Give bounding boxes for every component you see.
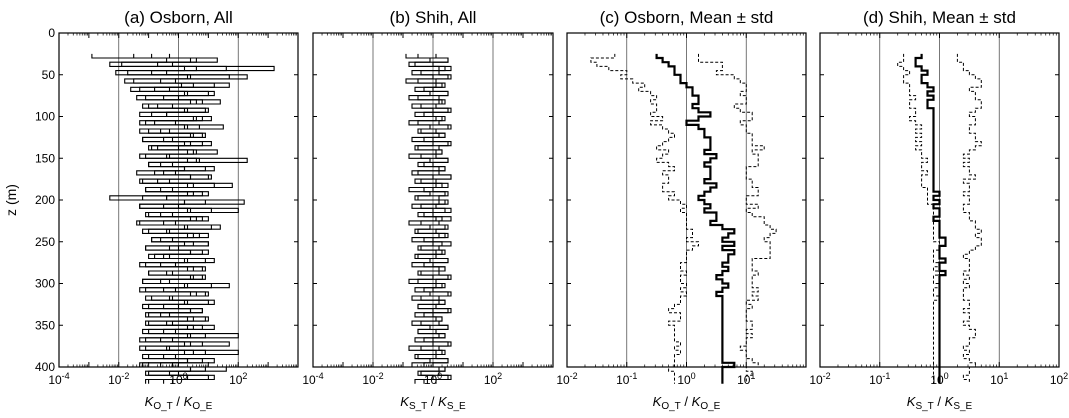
panel-3: (c) Osborn, Mean ± std 10-2 10-1 100 101 KO_T…	[556, 8, 807, 412]
x-axis-label: KS_T / KS_E	[400, 394, 466, 412]
x-tick-label: 102	[484, 371, 502, 387]
panel-title: (b) Shih, All	[390, 8, 477, 27]
series-line-2	[109, 53, 275, 384]
x-axis-label: KO_T / KO_E	[145, 394, 213, 412]
x-tick-label: 10-4	[48, 371, 69, 387]
y-tick-label: 350	[35, 318, 55, 332]
series-line-2	[590, 53, 699, 384]
x-tick-label: 100	[930, 371, 948, 387]
x-tick-label: 102	[1050, 371, 1068, 387]
series-line-2	[414, 53, 440, 384]
y-tick-label: 50	[42, 68, 56, 82]
series-line-3	[432, 53, 452, 384]
panel-4: (d) Shih, Mean ± std 10-2 10-1 100 101 102 KS_…	[809, 8, 1068, 412]
y-tick-label: 0	[48, 26, 55, 40]
y-tick-label: 400	[35, 360, 55, 374]
series-line-2	[897, 53, 940, 384]
x-tick-label: 10-2	[362, 371, 383, 387]
panel-title: (a) Osborn, All	[124, 8, 233, 27]
x-tick-label: 100	[169, 371, 187, 387]
y-tick-label: 250	[35, 235, 55, 249]
panel-title: (c) Osborn, Mean ± std	[600, 8, 774, 27]
series-line-3	[151, 53, 197, 384]
y-tick-label: 300	[35, 277, 55, 291]
series-line-1	[655, 53, 736, 384]
series-line-1	[405, 53, 452, 384]
x-tick-label: 10-4	[302, 371, 323, 387]
x-tick-label: 10-2	[556, 371, 577, 387]
x-tick-label: 100	[424, 371, 442, 387]
panel-2: (b) Shih, All 10-4 10-2 100 102 KS_T / KS_E	[302, 8, 554, 412]
x-tick-label: 101	[737, 371, 755, 387]
panel-1: (a) Osborn, All0501001502002503003504001…	[35, 8, 299, 412]
series-line-4	[166, 53, 197, 384]
x-tick-label: 10-2	[108, 371, 129, 387]
x-tick-label: 101	[990, 371, 1008, 387]
x-axis-label: KO_T / KO_E	[653, 394, 721, 412]
y-tick-label: 200	[35, 193, 55, 207]
y-tick-label: 100	[35, 110, 55, 124]
series-line-3	[698, 53, 777, 384]
x-tick-label: 100	[677, 371, 695, 387]
x-tick-label: 10-2	[809, 371, 830, 387]
y-tick-label: 150	[35, 151, 55, 165]
panel-title: (d) Shih, Mean ± std	[863, 8, 1016, 27]
x-tick-label: 10-1	[616, 371, 637, 387]
x-axis-label: KS_T / KS_E	[907, 394, 973, 412]
series-line-1	[914, 53, 947, 384]
x-tick-label: 10-1	[869, 371, 890, 387]
y-axis-label: z (m)	[3, 184, 19, 216]
x-tick-label: 102	[229, 371, 247, 387]
series-line-1	[91, 53, 230, 384]
series-line-3	[956, 53, 982, 384]
